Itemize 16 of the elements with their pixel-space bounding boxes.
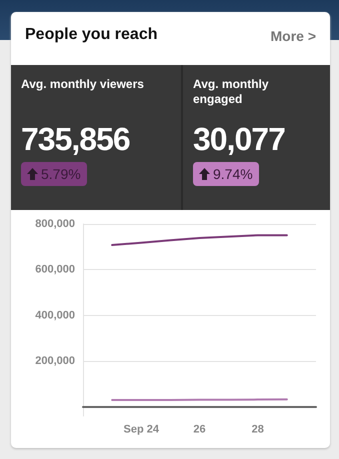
y-tick-label: 800,000 <box>35 218 75 230</box>
text: More > <box>270 28 316 44</box>
text: 735,856 <box>21 121 130 158</box>
chart-title: People you reach <box>25 26 158 44</box>
y-tick-label: 400,000 <box>35 309 75 322</box>
line-series <box>111 234 288 246</box>
y-tick-label: 600,000 <box>35 264 75 276</box>
x-tick-label: 28 <box>252 424 264 436</box>
text: 5.79% <box>41 166 81 182</box>
x-tick-label: 26 <box>193 424 206 436</box>
text: 9.74% <box>213 166 253 182</box>
y-tick-label: 200,000 <box>35 355 75 368</box>
text: Avg. monthly viewers <box>21 77 145 92</box>
text: Avg. monthly engaged <box>193 77 270 107</box>
x-tick-label: Sep 24 <box>124 424 160 436</box>
text: 30,077 <box>193 121 285 158</box>
